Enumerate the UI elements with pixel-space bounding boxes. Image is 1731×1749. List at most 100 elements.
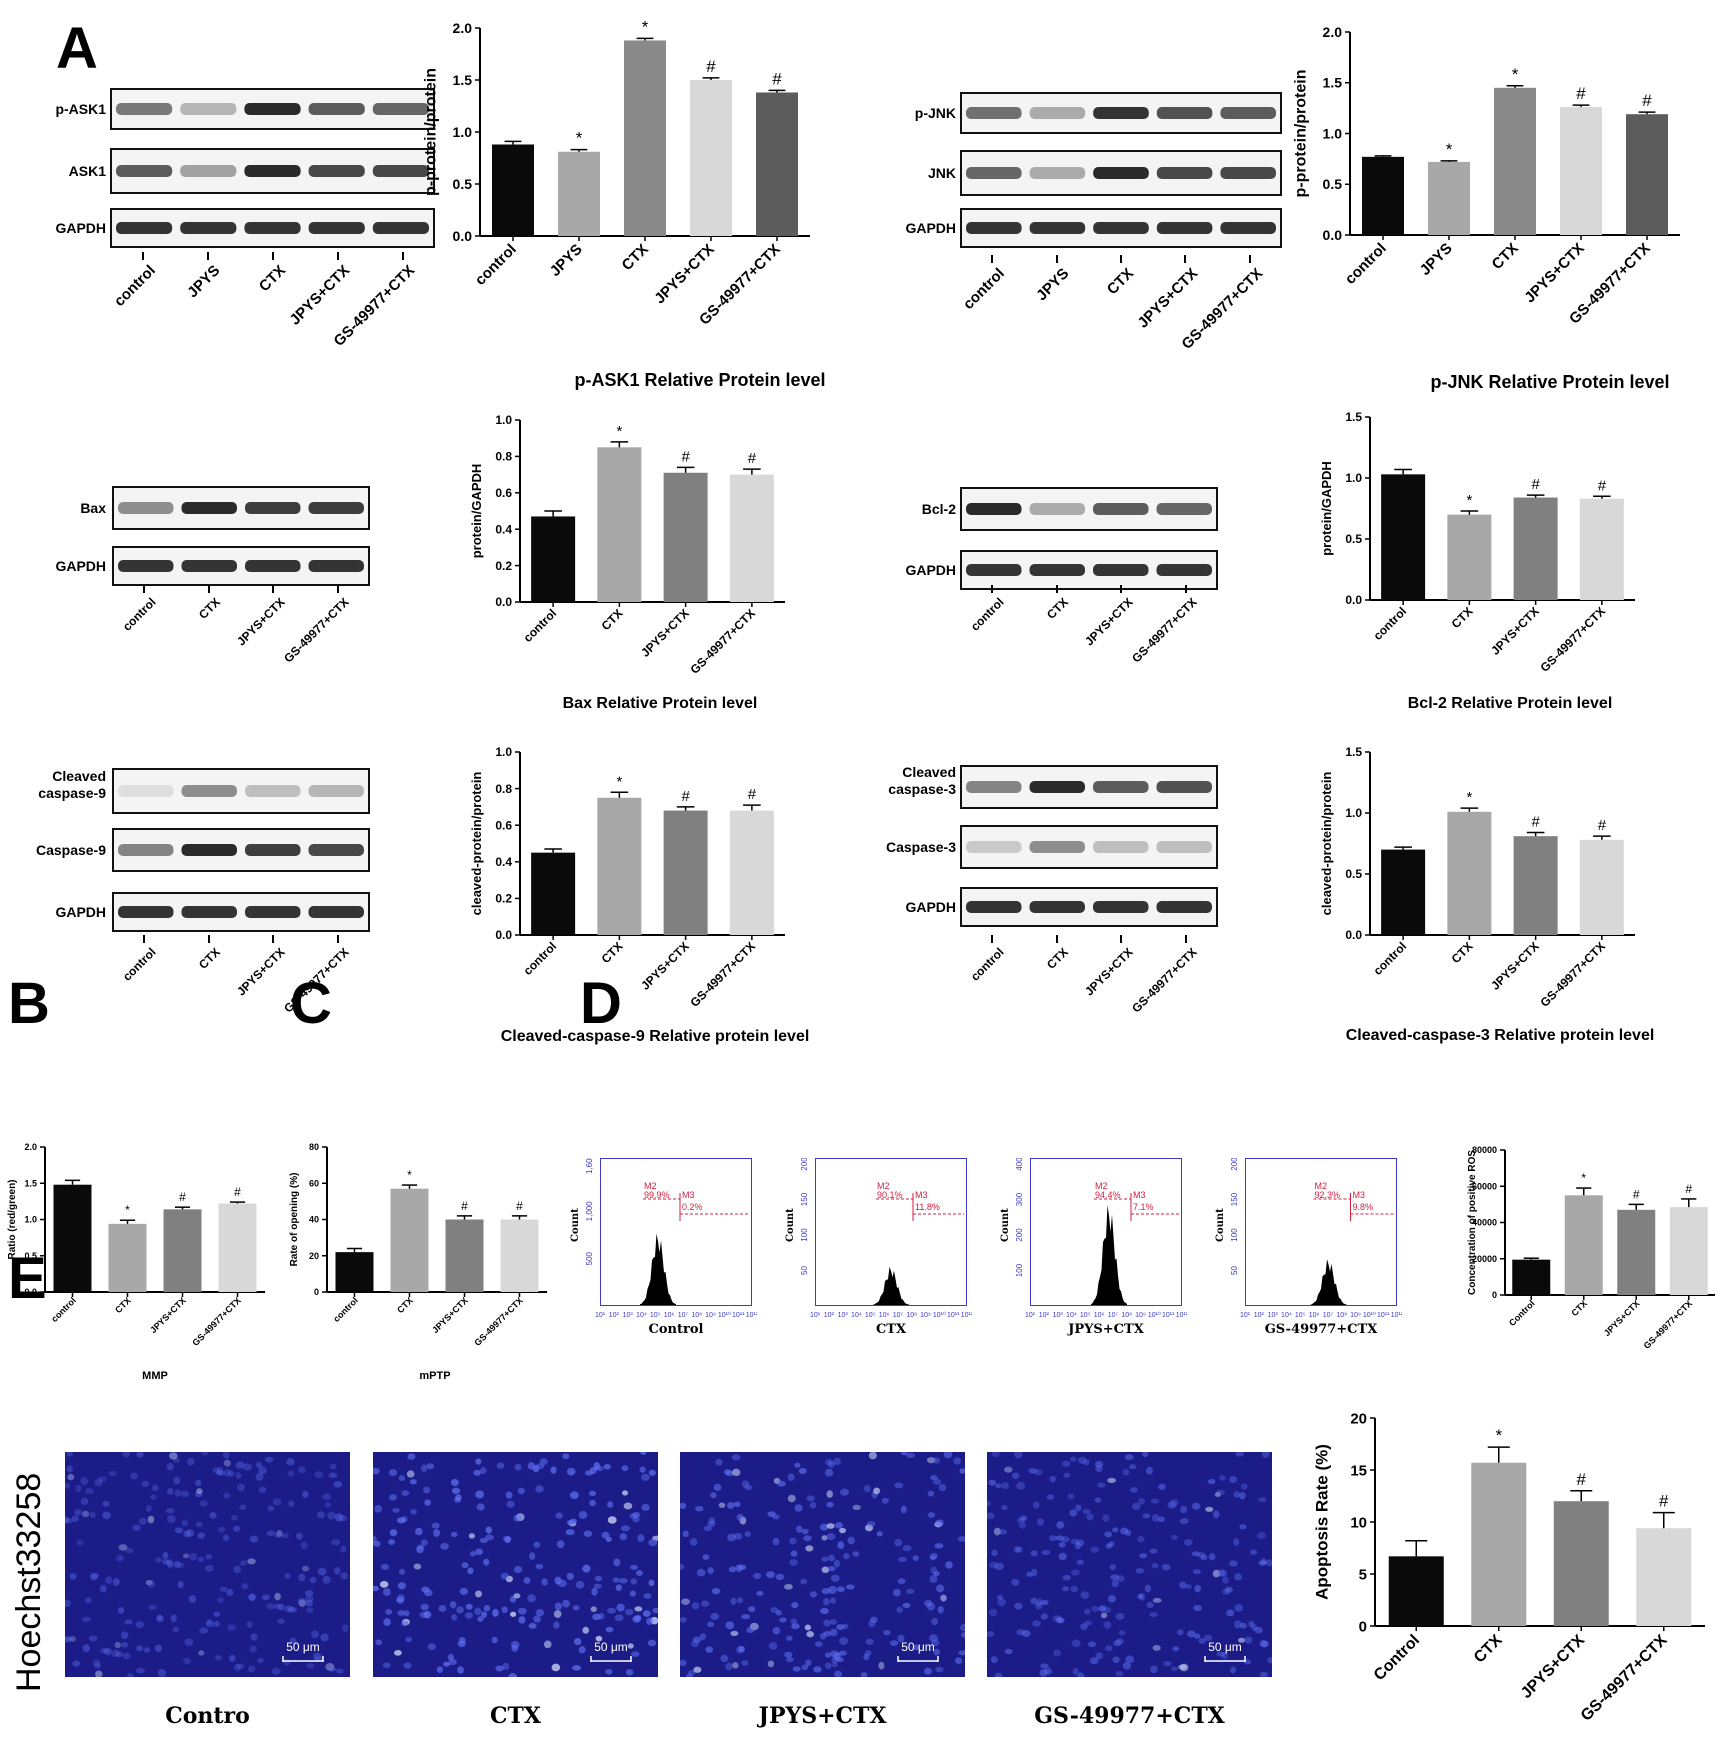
nucleus — [987, 1512, 995, 1520]
nucleus — [375, 1639, 383, 1646]
nucleus — [284, 1605, 294, 1613]
flow-y-axis: 500 1,000 1,600 Count — [570, 1158, 594, 1265]
nucleus — [117, 1606, 125, 1615]
flow-y-label: Count — [1215, 1208, 1226, 1242]
nucleus — [135, 1621, 145, 1628]
nucleus — [1069, 1456, 1077, 1462]
flow-x-tick: 10⁹ — [1135, 1312, 1146, 1319]
lane-label: CTX — [255, 262, 289, 296]
nucleus — [613, 1558, 621, 1567]
lane-tick — [1184, 935, 1187, 943]
micrograph-name: CTX — [490, 1703, 541, 1729]
nucleus — [424, 1499, 432, 1506]
nucleus — [432, 1529, 441, 1537]
nucleus — [1109, 1564, 1117, 1571]
scale-bar-label: 50 μm — [594, 1640, 628, 1654]
nucleus — [421, 1464, 428, 1473]
nucleus — [195, 1479, 202, 1487]
nucleus — [772, 1627, 781, 1635]
nucleus — [865, 1524, 874, 1532]
nucleus — [809, 1591, 818, 1598]
nucleus — [194, 1491, 203, 1498]
caption-mmp: MMP — [142, 1370, 168, 1382]
nucleus — [641, 1503, 650, 1512]
flow-y-axis: 50 100 150 200 Count — [785, 1158, 809, 1275]
bar — [108, 1223, 147, 1292]
blot-row-label: GAPDH — [55, 219, 106, 236]
nucleus — [1237, 1637, 1246, 1643]
flow-x-tick: 10³ — [838, 1312, 849, 1319]
blot-bands — [966, 564, 1212, 576]
nucleus — [991, 1549, 998, 1557]
nucleus — [744, 1484, 753, 1491]
category-label: Control — [1371, 1632, 1423, 1684]
y-tick-label: 5 — [1359, 1566, 1367, 1583]
nucleus — [480, 1467, 487, 1475]
bar — [1447, 811, 1492, 935]
nucleus — [403, 1662, 412, 1669]
nucleus — [589, 1499, 596, 1507]
nucleus — [794, 1504, 803, 1512]
band — [1029, 167, 1086, 179]
band — [308, 785, 364, 797]
nucleus — [94, 1479, 103, 1487]
significance-mark: * — [616, 773, 622, 790]
nucleus — [235, 1461, 245, 1469]
nucleus — [728, 1566, 737, 1573]
nucleus — [124, 1619, 133, 1625]
bar — [597, 797, 642, 935]
nucleus — [174, 1489, 181, 1497]
nucleus — [374, 1505, 383, 1513]
y-tick-label: 1.0 — [495, 413, 512, 427]
lane-tick — [991, 585, 994, 593]
nucleus — [833, 1559, 840, 1568]
nucleus — [1019, 1521, 1027, 1529]
nucleus — [805, 1659, 812, 1667]
nucleus — [931, 1617, 939, 1626]
nucleus — [305, 1599, 314, 1607]
nucleus — [639, 1466, 646, 1473]
nucleus — [935, 1666, 944, 1673]
nucleus — [518, 1616, 526, 1624]
y-tick-label: 0.4 — [495, 522, 512, 536]
nucleus — [631, 1651, 640, 1657]
nucleus — [154, 1557, 163, 1563]
nucleus — [287, 1470, 295, 1477]
nucleus — [562, 1599, 570, 1608]
nucleus — [790, 1550, 798, 1557]
nucleus — [864, 1650, 872, 1656]
nucleus — [1062, 1586, 1070, 1592]
nucleus — [575, 1580, 585, 1589]
significance-mark: * — [616, 423, 622, 440]
nucleus — [65, 1636, 73, 1643]
nucleus — [826, 1501, 834, 1508]
nucleus — [166, 1514, 176, 1523]
nucleus — [240, 1560, 248, 1566]
nucleus — [283, 1658, 291, 1666]
nucleus — [413, 1563, 422, 1570]
y-tick-label: 0.0 — [1345, 928, 1362, 942]
band — [180, 165, 237, 177]
flow-x-tick: 10⁸ — [1121, 1312, 1132, 1319]
nucleus — [145, 1580, 153, 1586]
blot-row — [960, 550, 1218, 590]
band — [966, 503, 1022, 515]
nucleus — [1216, 1489, 1226, 1496]
micrograph — [65, 1452, 350, 1677]
y-tick-label: 0.0 — [495, 595, 512, 609]
nucleus — [1011, 1578, 1020, 1586]
nucleus — [278, 1603, 285, 1611]
nucleus — [333, 1566, 341, 1575]
nucleus — [1076, 1539, 1085, 1547]
nucleus — [932, 1457, 941, 1464]
nucleus — [1233, 1538, 1240, 1546]
nucleus — [1233, 1491, 1241, 1498]
nucleus — [927, 1490, 935, 1497]
nucleus — [248, 1594, 256, 1602]
nucleus — [415, 1527, 423, 1536]
significance-mark: # — [179, 1190, 186, 1204]
y-tick-label: 20000 — [1472, 1254, 1497, 1264]
flow-histogram: M2 99.9% M3 0.2% — [600, 1158, 752, 1306]
nucleus — [284, 1573, 291, 1579]
nucleus — [1152, 1597, 1162, 1603]
